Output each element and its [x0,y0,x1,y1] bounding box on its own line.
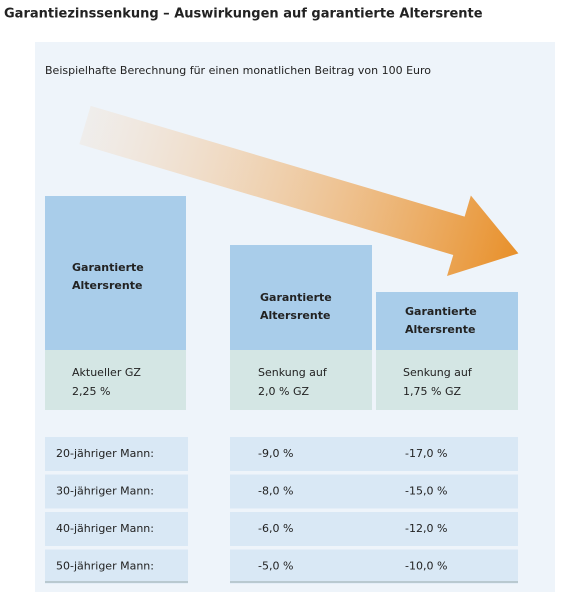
table-text: 30-jähriger Mann: [56,485,154,498]
rate-label: Senkung auf [258,366,328,379]
table-text: -8,0 % [258,485,293,498]
table-cell [45,474,188,509]
rente-block [230,245,372,350]
rate-block [45,350,186,410]
table-cell [230,437,372,471]
rate-label: Aktueller GZ [72,366,141,379]
table-cell [372,474,518,509]
arrow [79,105,519,277]
table-cell [230,474,372,509]
rente-label: Altersrente [260,309,330,322]
subtitle: Beispielhafte Berechnung für einen monat… [45,64,431,77]
table-text: -5,0 % [258,560,293,573]
table-cell [45,437,188,471]
rate-label: 1,75 % GZ [403,385,461,398]
table-cell [45,512,188,546]
table-text: -9,0 % [258,447,293,460]
rente-block [376,292,518,350]
table-text: 40-jähriger Mann: [56,522,154,535]
rate-label: 2,0 % GZ [258,385,309,398]
rente-label: Garantierte [260,291,332,304]
table-cell [372,512,518,546]
rate-block [230,350,372,410]
table-text: -6,0 % [258,522,293,535]
rente-label: Garantierte [72,261,144,274]
rente-label: Altersrente [72,279,142,292]
table-cell [372,549,518,584]
table-text: -17,0 % [405,447,447,460]
rate-block [376,350,518,410]
table-text: 20-jähriger Mann: [56,447,154,460]
table-cell [230,549,372,584]
table-text: -15,0 % [405,485,447,498]
table-cell [372,437,518,471]
rate-label: 2,25 % [72,385,110,398]
table-cell [45,549,188,584]
table-text: -12,0 % [405,522,447,535]
table-text: 50-jähriger Mann: [56,560,154,573]
rente-label: Garantierte [405,305,477,318]
rente-block [45,196,186,350]
rente-label: Altersrente [405,323,475,336]
table-cell [230,512,372,546]
table-text: -10,0 % [405,560,447,573]
title: Garantiezinssenkung – Auswirkungen auf g… [4,7,483,22]
columns: Garantierte Altersrente Aktueller GZ 2,25 %… [45,196,518,410]
table: 20-jähriger Mann: -9,0 % -17,0 % 30-jährige… [45,437,518,584]
rate-label: Senkung auf [403,366,473,379]
